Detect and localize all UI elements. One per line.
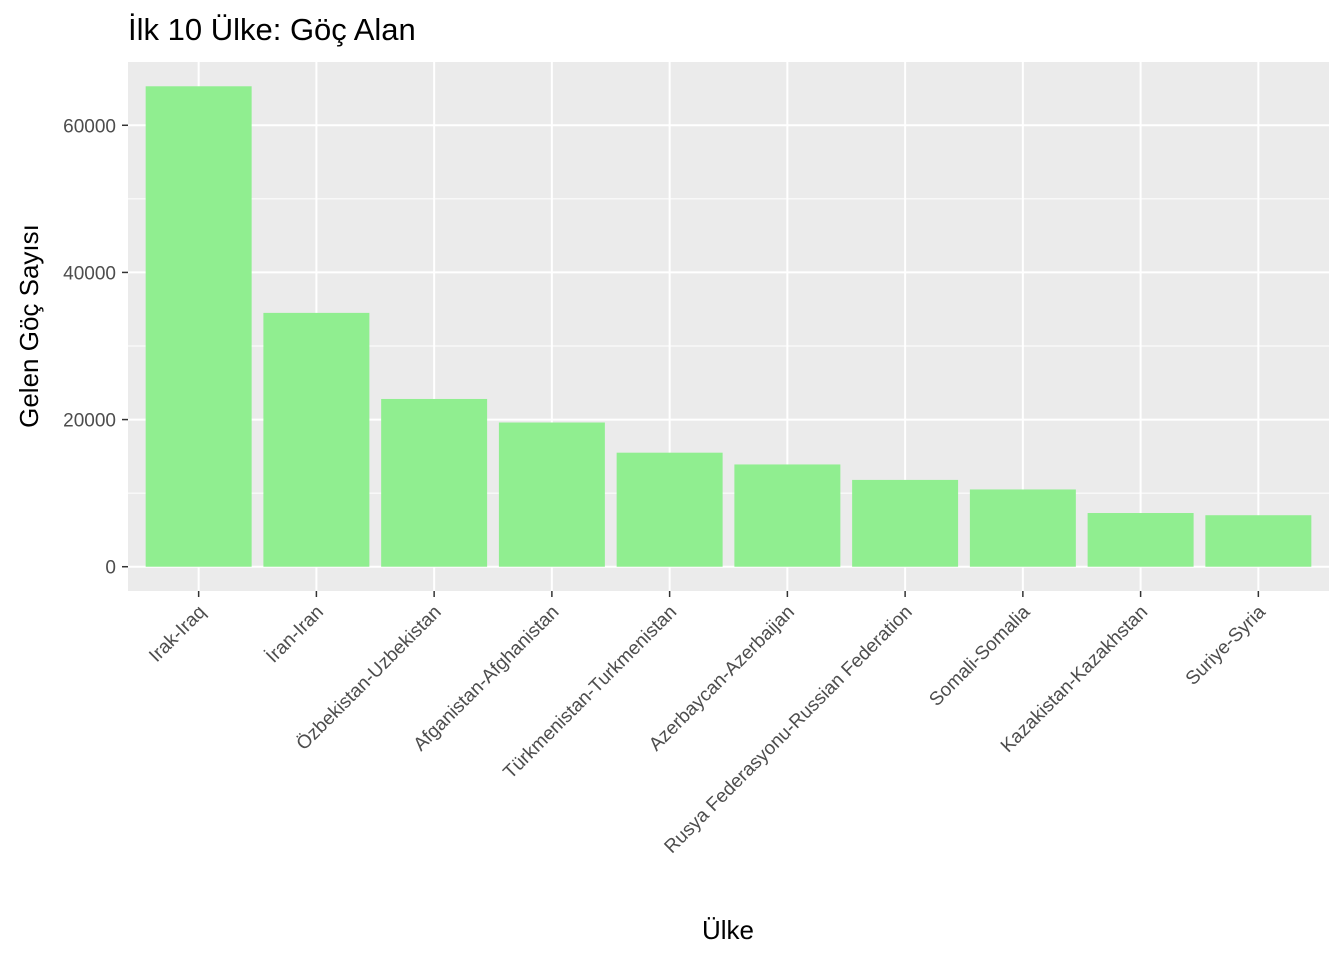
x-tick-label: Irak-Iraq: [145, 602, 210, 667]
bar: [1205, 515, 1312, 567]
x-axis: Irak-Iraq İran-IranÖzbekistan-UzbekistanA…: [145, 591, 1270, 858]
y-tick-label: 40000: [63, 263, 116, 284]
y-axis: 0 20000 40000 60000: [63, 116, 128, 579]
bar: [969, 489, 1076, 567]
bar: [852, 479, 959, 567]
y-tick-label: 20000: [63, 411, 116, 432]
bar: [734, 464, 841, 567]
chart-title: İlk 10 Ülke: Göç Alan: [128, 12, 416, 47]
bars: [145, 86, 1312, 567]
bar: [1087, 513, 1194, 567]
bar: [381, 398, 488, 567]
bar: [145, 86, 252, 567]
x-axis-title: Ülke: [702, 915, 754, 945]
x-tick-label: İran-Iran: [262, 602, 328, 668]
y-axis-title: Gelen Göç Sayısı: [14, 224, 44, 428]
bar: [498, 422, 605, 567]
y-tick-label: 60000: [63, 116, 116, 137]
y-tick-label: 0: [105, 558, 116, 579]
x-tick-label: Somali-Somalia: [925, 601, 1034, 710]
x-tick-label: Suriye-Syria: [1182, 601, 1270, 689]
x-tick-label: Rusya Federasyonu-Russian Federation: [661, 602, 917, 858]
bar: [616, 452, 723, 567]
bar: [263, 312, 370, 567]
